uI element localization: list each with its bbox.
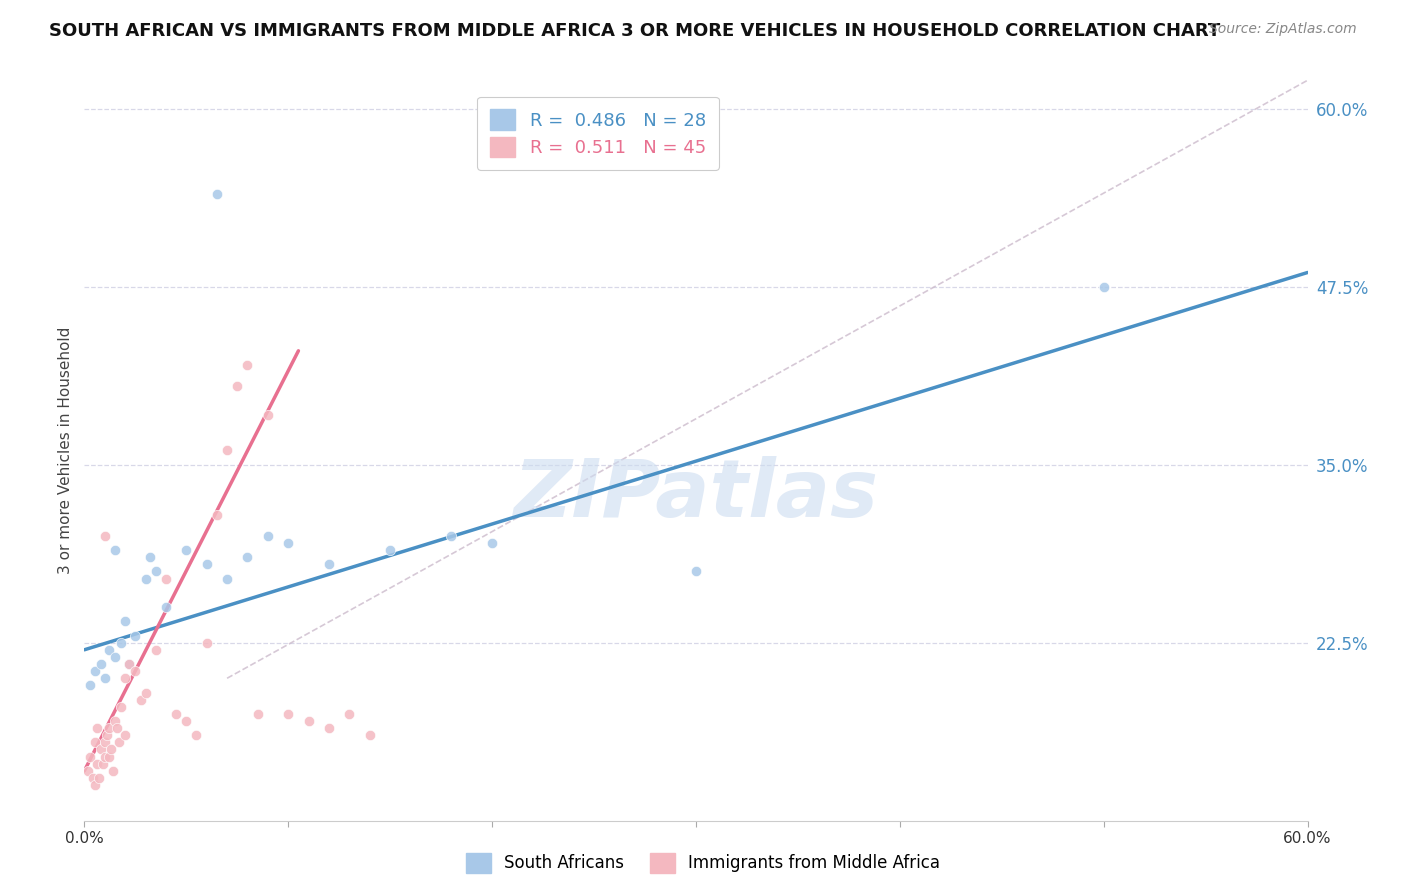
Point xyxy=(195,558,218,572)
Text: ZIPatlas: ZIPatlas xyxy=(513,456,879,534)
Point xyxy=(205,508,228,522)
Point xyxy=(318,721,340,735)
Point xyxy=(93,529,115,543)
Point xyxy=(86,721,108,735)
Point xyxy=(83,778,105,792)
Point xyxy=(440,529,463,543)
Point xyxy=(97,642,120,657)
Point xyxy=(277,536,299,550)
Point xyxy=(108,735,131,749)
Point xyxy=(83,664,105,678)
Point xyxy=(257,529,280,543)
Point xyxy=(226,379,249,393)
Legend: South Africans, Immigrants from Middle Africa: South Africans, Immigrants from Middle A… xyxy=(460,847,946,880)
Point xyxy=(101,764,124,778)
Point xyxy=(104,543,127,558)
Point xyxy=(93,735,115,749)
Point xyxy=(155,600,177,615)
Point xyxy=(217,443,239,458)
Point xyxy=(155,572,177,586)
Point xyxy=(114,671,136,685)
Point xyxy=(82,771,104,785)
Point xyxy=(145,565,167,579)
Point xyxy=(1092,279,1115,293)
Point xyxy=(186,728,208,742)
Point xyxy=(83,735,105,749)
Point xyxy=(97,721,120,735)
Point xyxy=(105,721,128,735)
Point xyxy=(93,749,115,764)
Point xyxy=(96,728,118,742)
Point xyxy=(124,628,146,642)
Text: Source: ZipAtlas.com: Source: ZipAtlas.com xyxy=(1209,22,1357,37)
Point xyxy=(359,728,381,742)
Point xyxy=(298,714,321,728)
Point xyxy=(131,692,153,706)
Point xyxy=(114,615,136,629)
Point xyxy=(135,685,157,699)
Point xyxy=(77,764,100,778)
Point xyxy=(118,657,141,671)
Point xyxy=(87,771,110,785)
Point xyxy=(277,706,299,721)
Point xyxy=(481,536,503,550)
Point xyxy=(339,706,361,721)
Point xyxy=(90,742,112,756)
Point xyxy=(685,565,707,579)
Point xyxy=(205,187,228,202)
Point xyxy=(104,649,127,664)
Point xyxy=(114,728,136,742)
Legend: R =  0.486   N = 28, R =  0.511   N = 45: R = 0.486 N = 28, R = 0.511 N = 45 xyxy=(478,96,718,170)
Point xyxy=(104,714,127,728)
Point xyxy=(135,572,157,586)
Point xyxy=(236,358,259,372)
Point xyxy=(236,550,259,565)
Point xyxy=(380,543,402,558)
Point xyxy=(79,749,101,764)
Point xyxy=(138,550,160,565)
Text: SOUTH AFRICAN VS IMMIGRANTS FROM MIDDLE AFRICA 3 OR MORE VEHICLES IN HOUSEHOLD C: SOUTH AFRICAN VS IMMIGRANTS FROM MIDDLE … xyxy=(49,22,1220,40)
Point xyxy=(124,664,146,678)
Point xyxy=(145,642,167,657)
Point xyxy=(90,657,112,671)
Point xyxy=(318,558,340,572)
Point xyxy=(91,756,114,771)
Point xyxy=(257,408,280,422)
Point xyxy=(118,657,141,671)
Point xyxy=(110,699,132,714)
Point xyxy=(195,635,218,649)
Point xyxy=(174,543,197,558)
Point xyxy=(110,635,132,649)
Point xyxy=(174,714,197,728)
Point xyxy=(97,749,120,764)
Point xyxy=(100,742,122,756)
Point xyxy=(165,706,187,721)
Point xyxy=(86,756,108,771)
Point xyxy=(79,678,101,692)
Point xyxy=(217,572,239,586)
Point xyxy=(246,706,269,721)
Y-axis label: 3 or more Vehicles in Household: 3 or more Vehicles in Household xyxy=(58,326,73,574)
Point xyxy=(93,671,115,685)
